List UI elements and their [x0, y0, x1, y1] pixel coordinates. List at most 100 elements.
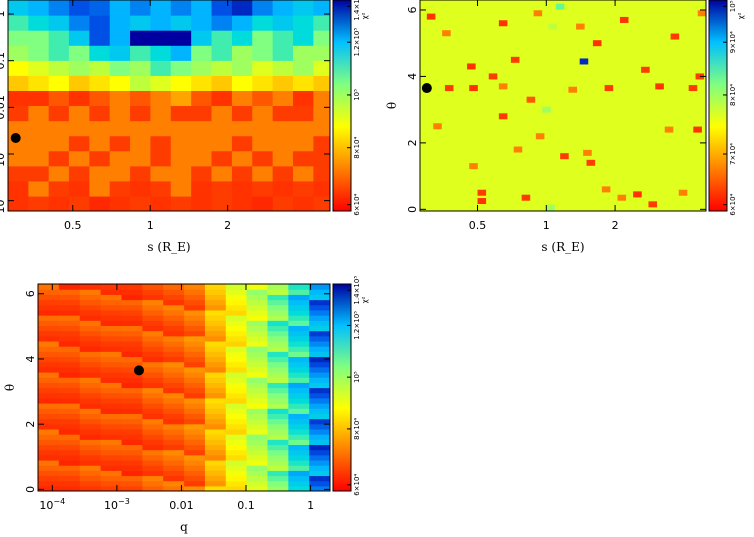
heatmap-cell	[58, 382, 81, 389]
heatmap-cell	[267, 485, 289, 491]
heatmap-cell	[695, 73, 705, 80]
heatmap-cell	[309, 346, 330, 352]
heatmap-cell	[272, 90, 294, 107]
heatmap-cell	[48, 60, 70, 76]
heatmap-cell	[58, 299, 81, 306]
heatmap-cell	[38, 325, 60, 332]
heatmap-cell	[313, 60, 330, 76]
heatmap-cell	[252, 165, 274, 182]
heatmap-cell	[100, 351, 123, 358]
heatmap-cell	[68, 105, 90, 122]
heatmap-cell	[142, 423, 164, 430]
heatmap-cell	[288, 397, 310, 404]
heatmap-cell	[292, 90, 314, 107]
heatmap-cell	[204, 475, 227, 482]
heatmap-cell	[272, 15, 294, 31]
heatmap-cell	[100, 320, 123, 326]
colorbar-gradient	[332, 0, 352, 212]
heatmap-cell	[163, 418, 185, 425]
heatmap-cell	[48, 105, 70, 122]
heatmap-cell	[225, 439, 248, 446]
heatmap-cell	[79, 356, 102, 363]
heatmap-cell	[100, 371, 123, 378]
heatmap-cell	[68, 45, 90, 61]
heatmap-cell	[211, 195, 233, 211]
colorbar-tick-label: 8×10⁴	[353, 418, 361, 440]
heatmap-cell	[225, 315, 248, 321]
heatmap-cell	[204, 371, 227, 378]
heatmap-cell	[58, 397, 81, 404]
heatmap-cell	[231, 90, 253, 107]
heatmap-cell	[533, 10, 543, 17]
heatmap-cell	[163, 377, 185, 383]
heatmap-cell	[246, 465, 269, 471]
heatmap-cell	[142, 361, 164, 368]
heatmap-cell	[38, 434, 60, 440]
heatmap-cell	[100, 418, 123, 425]
heatmap-cell	[38, 330, 60, 337]
heatmap-cell	[89, 180, 111, 197]
heatmap-cell	[309, 408, 330, 414]
heatmap-cell	[184, 299, 206, 306]
heatmap-cell	[142, 439, 164, 446]
heatmap-cell	[184, 423, 206, 430]
heatmap-cell	[288, 413, 310, 420]
heatmap-cell	[267, 361, 289, 368]
heatmap-cell	[163, 470, 185, 477]
heatmap-cell	[288, 434, 310, 440]
heatmap-cell	[246, 371, 269, 378]
heatmap-cell	[309, 371, 330, 378]
heatmap-cell	[38, 444, 60, 451]
heatmap-cell	[150, 0, 172, 16]
heatmap-cell	[100, 294, 123, 301]
heatmap-cell	[184, 428, 206, 435]
heatmap-cell	[100, 423, 123, 430]
heatmap-cell	[130, 75, 152, 91]
heatmap-cell	[163, 335, 185, 342]
heatmap-cell	[79, 299, 102, 306]
heatmap-cell	[231, 30, 253, 46]
heatmap-cell	[79, 480, 102, 487]
heatmap-cell	[288, 382, 310, 389]
heatmap-cell	[204, 485, 227, 491]
heatmap-cell	[142, 356, 164, 363]
heatmap-cell	[211, 90, 233, 107]
heatmap-cell	[225, 449, 248, 456]
heatmap-cell	[79, 294, 102, 301]
heatmap-cell	[170, 30, 192, 46]
heatmap-cell	[38, 361, 60, 368]
heatmap-cell	[292, 15, 314, 31]
heatmap-cell	[184, 449, 206, 456]
heatmap-cell	[170, 120, 192, 137]
heatmap-cell	[150, 90, 172, 107]
heatmap-cell	[184, 356, 206, 363]
heatmap-cell	[150, 180, 172, 197]
heatmap-cell	[313, 30, 330, 46]
colorbar-tick-label: 8×10⁴	[353, 136, 361, 158]
heatmap-cell	[225, 465, 248, 471]
x-tick-label: 0.1	[237, 499, 255, 512]
heatmap-cell	[267, 449, 289, 456]
heatmap-cell	[246, 439, 269, 446]
heatmap-cell	[58, 470, 81, 477]
heatmap-cell	[617, 194, 627, 201]
heatmap-cell	[288, 304, 310, 311]
heatmap-cell	[246, 284, 269, 290]
heatmap-cell	[79, 309, 102, 316]
heatmap-cell	[89, 30, 111, 46]
heatmap-cell	[79, 423, 102, 430]
heatmap-cell	[246, 444, 269, 451]
heatmap-cell	[641, 66, 650, 73]
heatmap-cell	[121, 465, 143, 471]
y-tick-label-group: 10−3	[0, 141, 7, 167]
heatmap-cell	[184, 382, 206, 389]
heatmap-cell	[58, 454, 81, 461]
heatmap-cell	[204, 428, 227, 435]
heatmap-cell	[309, 351, 330, 358]
heatmap-cell	[79, 392, 102, 399]
heatmap-cell	[246, 485, 269, 491]
heatmap-cell	[170, 165, 192, 182]
heatmap-cell	[79, 459, 102, 466]
heatmap-cell	[121, 289, 143, 295]
heatmap-cell	[142, 340, 164, 347]
